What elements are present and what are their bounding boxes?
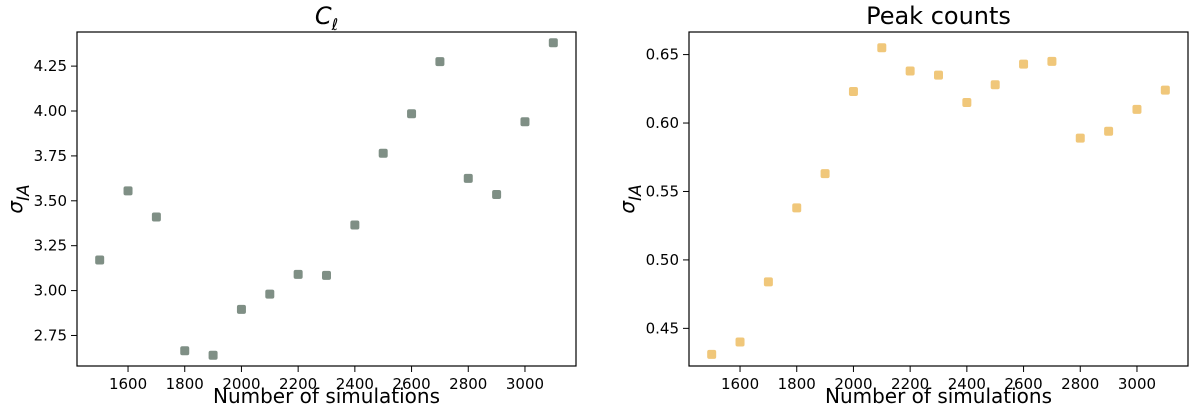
plot-frame xyxy=(76,31,577,367)
x-tick-label: 2600 xyxy=(392,375,430,393)
data-point xyxy=(548,38,558,48)
y-axis-label-main: σ xyxy=(615,200,639,214)
data-point xyxy=(934,70,943,80)
chart-title-subscript: ℓ xyxy=(331,15,339,34)
y-axis-label-subscript: IA xyxy=(626,184,646,201)
x-tick-label: 3000 xyxy=(1118,375,1156,393)
x-tick-label: 1600 xyxy=(721,375,759,393)
y-tick-label: 4.25 xyxy=(34,57,67,75)
data-point xyxy=(990,80,1000,90)
data-point xyxy=(322,270,331,280)
data-point xyxy=(1019,59,1029,69)
chart-cl: Cℓ 1600 1800 2000 2200 2400 2600 2800 3000 2.75 3.… xyxy=(3,2,577,408)
data-point xyxy=(905,66,915,76)
data-point xyxy=(407,109,417,119)
data-point xyxy=(792,203,802,213)
data-point xyxy=(877,43,887,53)
y-axis-label: σIA xyxy=(615,184,646,213)
data-point xyxy=(962,97,972,107)
data-point xyxy=(180,346,190,356)
data-point xyxy=(123,186,133,196)
y-tick-label: 0.50 xyxy=(646,251,679,269)
x-tick-label: 2200 xyxy=(279,375,317,393)
y-tick-label: 4.00 xyxy=(34,102,67,120)
data-point xyxy=(820,169,830,179)
chart-title: Peak counts xyxy=(866,2,1011,30)
x-axis-label: Number of simulations xyxy=(213,384,440,408)
y-tick-label: 3.25 xyxy=(34,237,67,255)
data-point xyxy=(735,337,745,347)
data-point xyxy=(265,289,275,299)
x-tick-label: 2800 xyxy=(1061,375,1099,393)
y-axis-label: σIA xyxy=(3,184,34,213)
data-point xyxy=(293,269,303,279)
y-axis-label-main: σ xyxy=(3,200,27,214)
data-point xyxy=(350,220,360,230)
x-tick-label: 2400 xyxy=(948,375,986,393)
data-point xyxy=(520,117,530,127)
data-point xyxy=(1132,104,1142,114)
x-tick-label: 2400 xyxy=(336,375,374,393)
data-point xyxy=(1104,126,1114,136)
y-tick-label: 2.75 xyxy=(34,326,67,344)
chart-title: Cℓ xyxy=(315,2,338,34)
data-point xyxy=(763,277,773,287)
x-tick-label: 1800 xyxy=(166,375,204,393)
x-tick-label: 1600 xyxy=(109,375,147,393)
data-point xyxy=(208,350,218,360)
x-tick-label: 2200 xyxy=(891,375,929,393)
y-tick-label: 0.65 xyxy=(646,46,679,64)
y-axis-label-subscript: IA xyxy=(14,184,34,201)
data-point xyxy=(463,173,473,183)
x-tick-label: 1800 xyxy=(778,375,816,393)
chart-title-main: C xyxy=(315,2,332,30)
y-tick-label: 0.45 xyxy=(646,319,679,337)
y-tick-label: 3.00 xyxy=(34,282,67,300)
data-point xyxy=(151,212,161,222)
chart-title-main: Peak counts xyxy=(866,2,1011,30)
data-point xyxy=(1075,133,1085,143)
data-point xyxy=(378,148,388,158)
x-tick-label: 3000 xyxy=(506,375,544,393)
chart-peak: Peak counts 1600 1800 2000 2200 2400 2600 2800 3… xyxy=(615,2,1189,408)
data-point xyxy=(1160,85,1170,95)
data-point xyxy=(848,87,858,97)
x-tick-label: 2000 xyxy=(222,375,260,393)
data-point xyxy=(1047,56,1057,66)
data-point xyxy=(95,255,105,265)
x-tick-label: 2000 xyxy=(834,375,872,393)
data-point xyxy=(707,349,717,359)
plot-frame xyxy=(688,31,1189,367)
y-tick-label: 0.60 xyxy=(646,114,679,132)
y-tick-label: 0.55 xyxy=(646,182,679,200)
data-point xyxy=(492,190,502,200)
y-tick-label: 3.50 xyxy=(34,192,67,210)
x-tick-label: 2800 xyxy=(449,375,487,393)
x-tick-label: 2600 xyxy=(1004,375,1042,393)
x-axis-label: Number of simulations xyxy=(825,384,1052,408)
data-point xyxy=(236,304,246,314)
data-point xyxy=(435,57,445,67)
y-tick-label: 3.75 xyxy=(34,147,67,165)
